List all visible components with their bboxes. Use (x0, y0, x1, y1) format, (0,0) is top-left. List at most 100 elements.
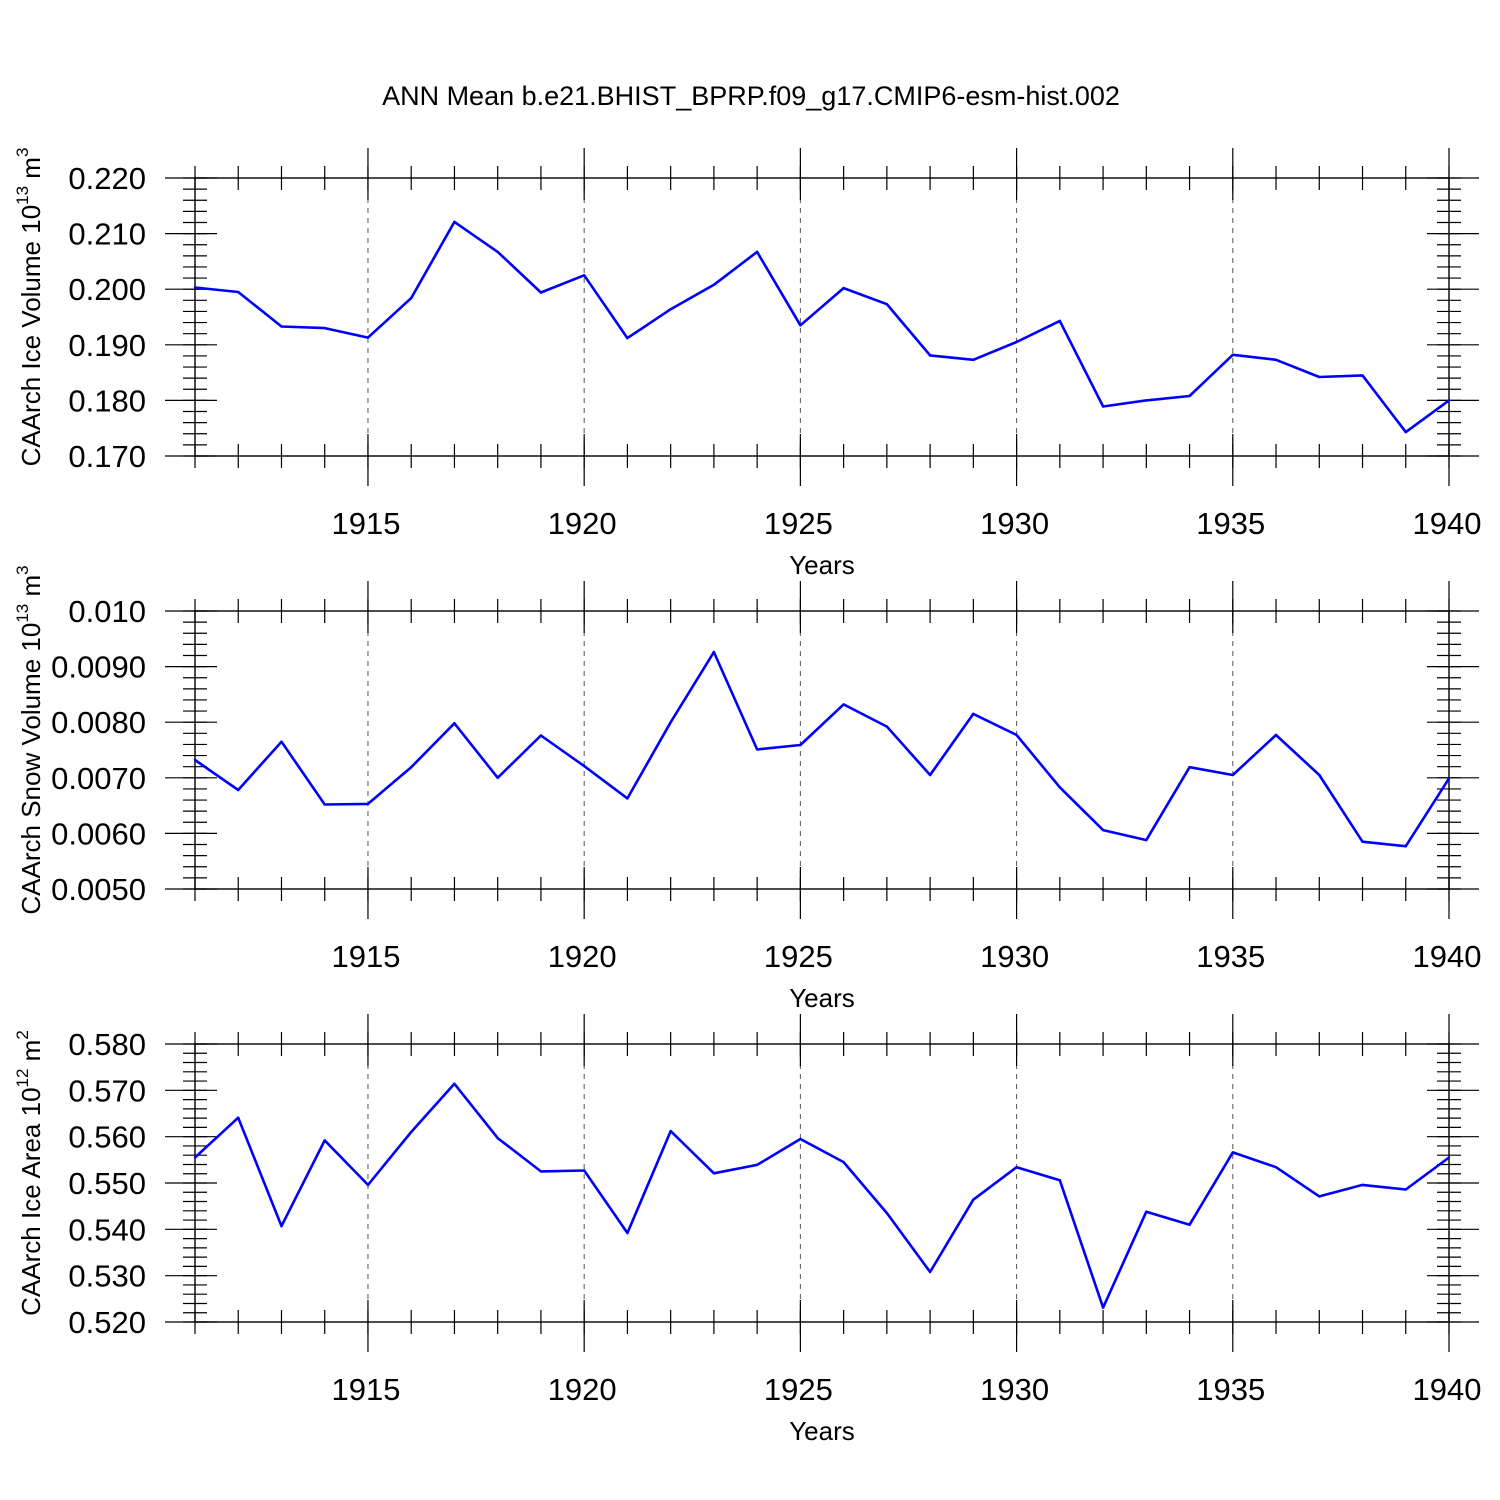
data-point (1447, 1156, 1451, 1159)
x-tick-label: 1940 (1413, 1372, 1482, 1407)
data-point (842, 703, 845, 706)
y-tick-label: 0.580 (68, 1027, 146, 1062)
y-tick-label: 0.0090 (51, 650, 146, 685)
data-point (712, 1172, 716, 1175)
y-tick-label: 0.520 (68, 1305, 146, 1340)
data-point (1318, 1195, 1321, 1198)
data-point (539, 1170, 543, 1173)
data-point (972, 358, 975, 361)
data-point (453, 220, 456, 224)
data-point (669, 308, 672, 311)
data-point (626, 1231, 629, 1235)
y-tick-label: 0.0060 (51, 816, 146, 851)
y-axis-label-text: CAArch Ice Area 10 (16, 1087, 46, 1315)
data-point (237, 788, 240, 792)
series-line (194, 220, 1450, 434)
data-point (712, 283, 716, 286)
data-point (928, 773, 932, 777)
data-point (972, 1198, 975, 1201)
x-tick-label: 1915 (331, 506, 400, 541)
data-point (280, 1224, 283, 1228)
x-tick-label: 1920 (548, 1372, 617, 1407)
y-tick-label: 0.200 (68, 272, 146, 307)
panels: 1915 1920 1925 1930 1935 1940 0.220 0.210 0.200 0… (13, 148, 1481, 1446)
data-point (1015, 733, 1018, 737)
y-tick-label: 0.0050 (51, 872, 146, 907)
data-point (1447, 399, 1451, 402)
data-point (1145, 399, 1148, 402)
y-axis-label-unit-exponent: 2 (13, 1030, 32, 1039)
data-point (1404, 1188, 1408, 1191)
y-axis-label: CAArch Ice Volume 1013 m3 (13, 148, 46, 467)
x-tick-label: 1935 (1196, 939, 1265, 974)
data-point (842, 1160, 845, 1164)
y-tick-label: 0.190 (68, 328, 146, 363)
data-point (626, 336, 629, 340)
y-tick-label: 0.010 (68, 594, 146, 629)
y-axis-label-unit: m (16, 575, 46, 604)
y-axis-label-exponent: 13 (13, 604, 32, 623)
data-point (1361, 840, 1364, 843)
panel-3: 1915 1920 1925 1930 1935 1940 0.580 0.570 0.560 0… (13, 1014, 1481, 1446)
data-point (193, 1156, 197, 1159)
data-point (755, 1163, 759, 1167)
y-axis-label-text: CAArch Ice Volume 10 (16, 205, 46, 467)
y-axis-label-exponent: 12 (13, 1069, 32, 1088)
data-point (1231, 773, 1235, 777)
plot-frame (194, 1043, 1450, 1323)
y-tick-label: 0.550 (68, 1166, 146, 1201)
y-tick-label: 0.180 (68, 383, 146, 418)
y-tick-label: 0.170 (68, 439, 146, 474)
data-point (755, 250, 759, 254)
y-tick-label: 0.0070 (51, 761, 146, 796)
data-point (669, 721, 672, 724)
y-axis-label-unit-exponent: 3 (13, 565, 32, 574)
data-point (1447, 777, 1451, 780)
data-point (1318, 773, 1321, 777)
data-point (366, 802, 370, 806)
data-point (799, 743, 802, 747)
x-tick-label: 1920 (548, 506, 617, 541)
data-point (583, 1169, 586, 1172)
data-point (280, 740, 283, 743)
y-tick-label: 0.210 (68, 217, 146, 252)
x-tick-label: 1915 (331, 939, 400, 974)
y-tick-label: 0.0080 (51, 705, 146, 740)
data-point (193, 286, 197, 289)
data-point (193, 758, 197, 762)
data-point (1404, 430, 1408, 434)
data-point (323, 1139, 326, 1142)
series-line (194, 650, 1451, 848)
data-point (1361, 374, 1364, 377)
x-axis-label: Years (789, 550, 855, 580)
y-axis-label: CAArch Snow Volume 1013 m3 (13, 565, 46, 914)
data-point (323, 326, 326, 330)
panel-2: 1915 1920 1925 1930 1935 1940 0.010 0.0090 0.008… (13, 565, 1481, 1013)
data-point (237, 290, 240, 294)
data-point (972, 712, 975, 716)
data-point (1058, 1179, 1062, 1182)
data-point (280, 325, 283, 328)
y-axis-label-unit: m (16, 1040, 46, 1069)
data-point (885, 725, 889, 728)
data-point (1145, 1210, 1148, 1213)
y-axis-label-exponent: 13 (13, 186, 32, 205)
x-tick-label: 1935 (1196, 506, 1265, 541)
figure-title: ANN Mean b.e21.BHIST_BPRP.f09_g17.CMIP6-… (382, 81, 1120, 111)
data-point (583, 274, 586, 277)
data-point (323, 803, 326, 806)
series-line (194, 1082, 1450, 1309)
data-point (1145, 838, 1148, 842)
data-point (366, 1183, 370, 1187)
data-point (842, 286, 845, 290)
data-point (496, 776, 499, 779)
data-point (885, 1211, 889, 1215)
data-point (669, 1129, 672, 1133)
x-tick-label: 1915 (331, 1372, 400, 1407)
data-point (1101, 405, 1105, 408)
data-point (1361, 1183, 1364, 1187)
y-tick-label: 0.530 (68, 1259, 146, 1294)
x-tick-label: 1925 (764, 939, 833, 974)
data-point (583, 764, 586, 768)
